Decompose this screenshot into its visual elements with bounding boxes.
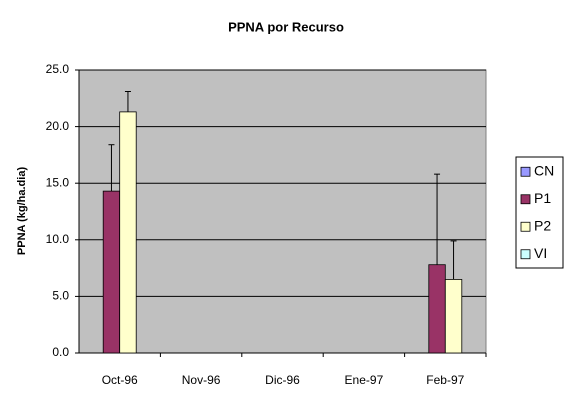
- legend-swatch: [520, 249, 531, 260]
- y-axis-label: PPNA (kg/ha.dia): [16, 167, 28, 256]
- x-tick-label: Feb-97: [426, 373, 464, 387]
- y-tick-label: 0.0: [52, 345, 69, 359]
- x-tick-label: Ene-97: [345, 373, 384, 387]
- bar: [444, 279, 463, 354]
- legend-swatch: [520, 194, 531, 205]
- error-bar: [108, 144, 115, 192]
- x-tick-label: Oct-96: [102, 373, 138, 387]
- legend-swatch: [520, 166, 531, 177]
- error-bar: [124, 91, 131, 112]
- error-bar: [450, 240, 457, 280]
- x-tick-label: Dic-96: [265, 373, 300, 387]
- y-tick-label: 20.0: [46, 119, 70, 133]
- x-tick-label: Nov-96: [182, 373, 221, 387]
- legend-label: VI: [534, 245, 547, 261]
- y-tick-label: 15.0: [46, 175, 70, 189]
- bar: [119, 111, 137, 354]
- y-tick-label: 10.0: [46, 232, 70, 246]
- chart-title: PPNA por Recurso: [228, 19, 344, 34]
- legend-label: CN: [534, 162, 554, 178]
- error-bar: [434, 173, 441, 265]
- legend-label: P1: [534, 190, 551, 206]
- y-tick-label: 5.0: [52, 289, 69, 303]
- bar: [102, 190, 121, 354]
- plot-area: [78, 69, 487, 354]
- y-tick-label: 25.0: [46, 62, 70, 76]
- legend-swatch: [520, 221, 531, 232]
- bar: [428, 264, 446, 354]
- legend-label: P2: [534, 217, 551, 233]
